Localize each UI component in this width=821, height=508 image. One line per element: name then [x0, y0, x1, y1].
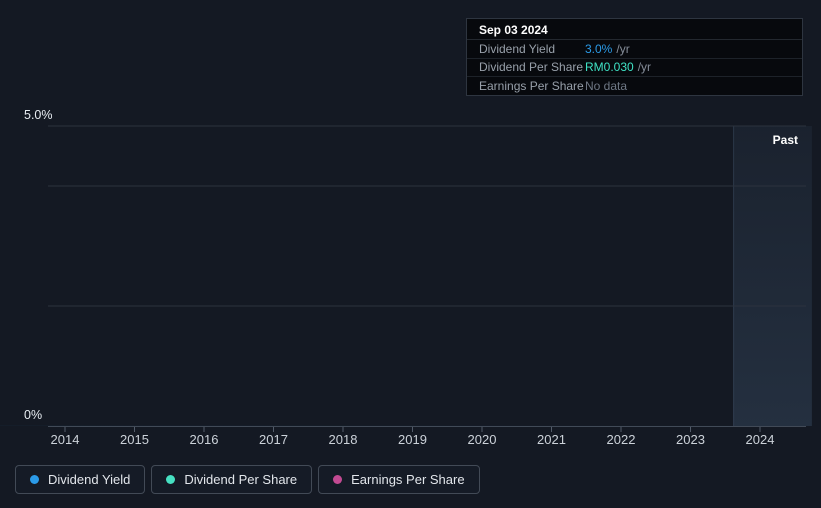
past-label: Past	[773, 133, 798, 147]
tooltip-label: Dividend Yield	[479, 41, 556, 56]
legend-label: Earnings Per Share	[351, 472, 465, 487]
x-axis-label-2019: 2019	[398, 432, 427, 447]
tooltip-date: Sep 03 2024	[467, 19, 802, 40]
legend-label: Dividend Yield	[48, 472, 131, 487]
legend-item-dividend-yield[interactable]: Dividend Yield	[15, 465, 146, 494]
tooltip-value: No data	[585, 79, 628, 94]
legend-label: Dividend Per Share	[184, 472, 298, 487]
x-axis-label-2018: 2018	[329, 432, 358, 447]
y-axis-label: 0%	[24, 408, 42, 422]
x-axis-label-2022: 2022	[607, 432, 636, 447]
x-axis-label-2021: 2021	[537, 432, 566, 447]
dividend-yield-area	[0, 424, 806, 426]
x-axis-label-2024: 2024	[746, 432, 775, 447]
x-axis-label-2015: 2015	[120, 432, 149, 447]
tooltip-row-dividend-per-share: Dividend Per Share RM0.030 /yr	[467, 59, 802, 77]
x-axis-label-2023: 2023	[676, 432, 705, 447]
tooltip-label: Earnings Per Share	[479, 79, 584, 94]
y-axis-label: 5.0%	[24, 108, 53, 122]
x-axis-label-2017: 2017	[259, 432, 288, 447]
tooltip-value: RM0.030	[585, 60, 634, 75]
tooltip-row-dividend-yield: Dividend Yield 3.0% /yr	[467, 40, 802, 59]
earnings-per-share-dot-icon	[333, 475, 343, 484]
dividend-yield-dot-icon	[30, 475, 39, 484]
tooltip-value-suffix: /yr	[637, 60, 652, 75]
dividend-history-chart[interactable]: 2014 2015 2016 2017 2018 2019 2020 2021 2022 2023…	[0, 0, 821, 460]
legend-item-dividend-per-share[interactable]: Dividend Per Share	[151, 465, 313, 494]
tooltip-value: 3.0%	[585, 41, 613, 56]
x-axis-label-2014: 2014	[51, 432, 80, 447]
chart-legend: Dividend Yield Dividend Per Share Earnin…	[15, 465, 480, 494]
dividend-per-share-dot-icon	[166, 475, 176, 484]
tooltip-value-suffix: /yr	[616, 41, 630, 56]
x-axis-label-2020: 2020	[468, 432, 497, 447]
tooltip-label: Dividend Per Share	[479, 60, 584, 75]
chart-tooltip: Sep 03 2024 Dividend Yield 3.0% /yr Divi…	[466, 18, 803, 96]
legend-item-earnings-per-share[interactable]: Earnings Per Share	[318, 465, 480, 494]
tooltip-row-earnings-per-share: Earnings Per Share No data	[467, 77, 802, 96]
x-axis-label-2016: 2016	[190, 432, 219, 447]
past-region-band	[733, 126, 812, 426]
